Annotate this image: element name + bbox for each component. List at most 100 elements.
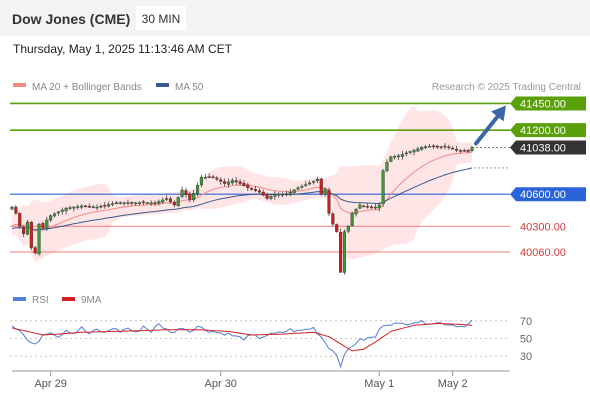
candle-body <box>350 213 354 226</box>
price-panel: 41450.00 41200.00 41038.00 40600.00 40300.00… <box>10 96 586 275</box>
candle-body <box>180 189 184 197</box>
candle-body <box>18 213 22 227</box>
candle-body <box>10 206 14 210</box>
legend-ma50-label: MA 50 <box>175 82 204 93</box>
rsi-ma-line <box>11 322 473 352</box>
instrument-title: Dow Jones (CME) <box>12 11 130 27</box>
candle-body <box>25 221 30 235</box>
rsi-level-label-0: 70 <box>520 316 532 328</box>
candle-body <box>87 206 91 208</box>
candle-body <box>420 147 424 150</box>
candle-body <box>37 223 41 255</box>
candle-body <box>192 192 196 200</box>
candle-body <box>393 156 397 158</box>
candle-body <box>33 247 37 254</box>
candle-body <box>362 205 366 208</box>
time-tick-label: Apr 30 <box>205 378 237 390</box>
candle-body <box>408 151 412 153</box>
candle-body <box>184 190 188 195</box>
candle-body <box>126 202 130 204</box>
candle-body <box>211 176 215 179</box>
candle-body <box>466 150 470 152</box>
interval-box[interactable] <box>136 6 186 30</box>
ma20-line <box>11 151 473 232</box>
legend-swatch-ma50 <box>156 83 169 87</box>
candle-body <box>80 205 84 208</box>
candle-body <box>203 176 207 179</box>
candle-body <box>250 188 254 190</box>
candle-body <box>335 224 339 232</box>
candle-body <box>246 184 250 189</box>
projection-arrow-shaft <box>474 111 502 146</box>
candle-body <box>331 213 335 225</box>
candle-body <box>470 147 474 151</box>
candle-body <box>141 201 145 203</box>
candle-body <box>83 205 87 208</box>
candle-body <box>234 180 238 183</box>
candle-body <box>315 179 319 182</box>
candle-body <box>269 196 273 199</box>
candle-body <box>68 207 72 209</box>
candle-body <box>41 223 45 229</box>
candle-body <box>223 181 227 184</box>
candle-body <box>107 204 111 207</box>
candle-body <box>435 145 439 148</box>
candle-body <box>76 206 80 208</box>
candle-body <box>416 148 420 152</box>
level-tag-3 <box>510 187 586 202</box>
timestamp: Thursday, May 1, 2025 11:13:46 AM CET <box>13 42 233 56</box>
candle-body <box>346 226 350 232</box>
candle-body <box>29 221 33 248</box>
candle-body <box>110 203 115 205</box>
level-tag-0 <box>510 96 586 111</box>
level-label-0: 41450.00 <box>520 98 566 110</box>
level-tag-2 <box>510 140 586 155</box>
candle-body <box>238 181 242 184</box>
rsi-line <box>11 319 473 369</box>
candle-body <box>219 179 223 182</box>
candle-body <box>157 201 161 204</box>
ma50-line <box>11 167 473 231</box>
candle-body <box>447 146 451 149</box>
candle-body <box>319 178 323 195</box>
legend-swatch-rsi-ma <box>62 297 75 301</box>
candle-body <box>354 208 358 215</box>
candle-body <box>242 183 246 186</box>
candle-body <box>424 146 428 148</box>
rsi-panel: 70 50 30 <box>10 316 532 369</box>
time-tick-label: May 1 <box>364 378 394 390</box>
legend-rsi-ma-label: 9MA <box>81 295 102 306</box>
candle-body <box>377 204 381 209</box>
level-tag-1 <box>510 123 586 138</box>
candle-body <box>138 202 142 204</box>
candle-body <box>296 187 300 190</box>
candle-body <box>253 189 258 191</box>
research-credit: Research © 2025 Trading Central <box>432 82 581 93</box>
level-label-5: 40060.00 <box>520 247 566 259</box>
level-label-4: 40300.00 <box>520 221 566 233</box>
candle-body <box>207 176 211 178</box>
candle-body <box>451 148 455 150</box>
candle-body <box>153 202 157 204</box>
legend-rsi-label: RSI <box>32 295 49 306</box>
candle-body <box>14 206 18 214</box>
rsi-level-label-1: 50 <box>520 334 532 346</box>
legend-swatch-rsi <box>13 297 26 301</box>
candle-body <box>176 197 180 207</box>
candle-body <box>385 162 389 172</box>
candle-body <box>199 176 203 186</box>
interval-label[interactable]: 30 MIN <box>142 12 181 26</box>
candle-body <box>427 145 432 148</box>
level-label-1: 41200.00 <box>520 125 566 137</box>
candle-body <box>439 146 443 149</box>
candle-body <box>284 193 289 195</box>
candle-body <box>462 150 466 152</box>
time-tick-label: May 2 <box>438 378 468 390</box>
candle-body <box>369 206 374 209</box>
candle-body <box>168 198 173 202</box>
candle-body <box>300 186 304 188</box>
candle-body <box>195 184 200 194</box>
candle-body <box>165 198 169 200</box>
candle-body <box>64 207 68 212</box>
